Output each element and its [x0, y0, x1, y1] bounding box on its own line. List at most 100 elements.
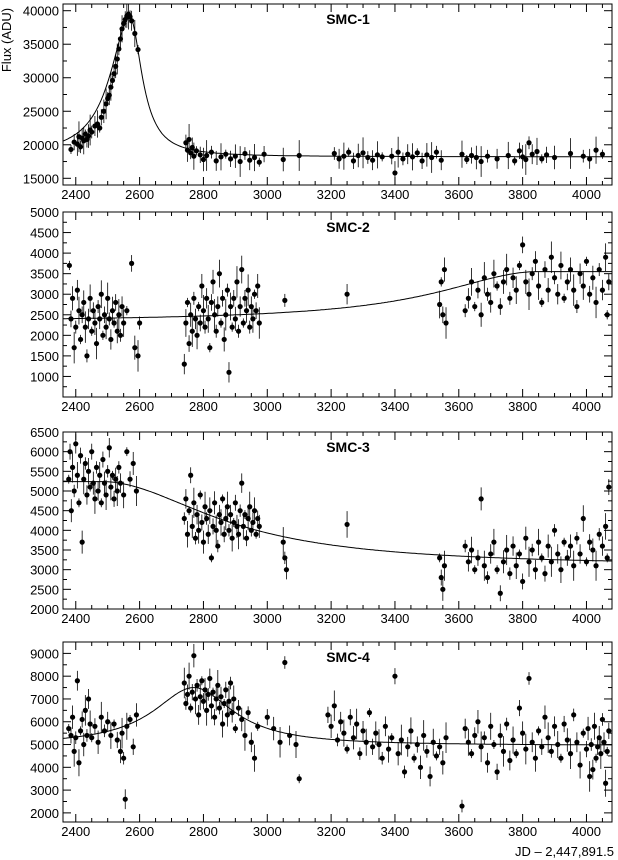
smc-3-data-point [526, 546, 532, 577]
smc-3-data-point [472, 565, 478, 575]
smc-3-data-point [247, 491, 253, 522]
smc-4-data-point [591, 712, 598, 740]
smc-2-data-point [577, 263, 583, 284]
smc-4-data-point [520, 721, 526, 745]
smc-2-title: SMC-2 [326, 219, 370, 235]
smc-4-data-point [561, 715, 567, 733]
smc-1-data-point [94, 110, 101, 138]
smc-1-data-point [580, 149, 586, 163]
smc-4-data-point [497, 723, 503, 748]
smc-1-data-point [523, 144, 529, 175]
smc-1-data-point [424, 143, 430, 167]
smc-3-data-point [186, 506, 192, 516]
smc-1-data-point [459, 140, 465, 168]
smc-4-data-point [516, 699, 523, 717]
smc-4-data-point [341, 719, 347, 747]
smc-3-data-point [76, 498, 82, 508]
smc-4-data-point [370, 738, 376, 755]
smc-3-data-point [98, 498, 104, 508]
smc-1-x-tick-label: 3000 [253, 187, 282, 202]
smc-2-data-point [116, 299, 122, 331]
smc-1-data-point [350, 152, 357, 170]
smc-4-data-point [226, 685, 232, 717]
smc-3-data-point [87, 482, 93, 492]
smc-3-data-point [207, 497, 213, 524]
smc-2-data-point [73, 320, 79, 334]
smc-2-data-point [204, 288, 210, 309]
smc-3-data-point [226, 524, 232, 537]
smc-2-data-point [282, 293, 288, 307]
smc-4-data-point [221, 699, 227, 709]
smc-3-x-tick-label: 3400 [380, 611, 409, 626]
smc-3-y-tick-label: 5500 [30, 464, 59, 479]
smc-3-data-point [192, 532, 199, 545]
smc-3-y-tick-label: 4000 [30, 523, 59, 538]
smc-4-panel: 2400 2600 2800 3000 3200 3400 3600 3800 4000 2000… [30, 641, 613, 839]
smc-2-data-point [520, 236, 526, 254]
smc-3-data-point [181, 512, 187, 525]
smc-4-data-point [95, 730, 101, 754]
smc-4-data-point [590, 759, 596, 780]
smc-2-data-point [243, 298, 250, 323]
smc-3-data-point [510, 536, 516, 556]
smc-2-data-point [197, 314, 203, 332]
smc-1-data-point [365, 151, 371, 164]
smc-1-y-tick-label: 25000 [23, 104, 59, 119]
smc-3-x-tick-label: 3200 [317, 611, 346, 626]
smc-2-data-point [113, 294, 119, 311]
smc-1-x-tick-label: 3800 [508, 187, 537, 202]
smc-4-data-point [583, 740, 590, 758]
smc-3-data-point [504, 534, 510, 566]
smc-2-x-tick-label: 3600 [444, 399, 473, 414]
smc-3-data-point [251, 497, 258, 524]
smc-2-data-point [229, 322, 235, 332]
smc-2-x-tick-label: 3000 [253, 399, 282, 414]
smc-2-data-point [74, 279, 80, 301]
smc-3-data-point [555, 544, 561, 564]
smc-2-data-point [580, 272, 586, 300]
smc-1-data-point [186, 124, 192, 155]
smc-4-data-point [344, 744, 350, 754]
smc-4-data-point [539, 738, 545, 755]
smc-2-data-point [189, 315, 195, 347]
smc-1-x-tick-label: 4000 [572, 187, 601, 202]
smc-3-data-point [130, 451, 136, 475]
smc-1-data-point [529, 144, 535, 165]
smc-4-data-point [208, 692, 215, 720]
smc-4-data-point [488, 712, 494, 740]
smc-3-x-tick-label: 3800 [508, 611, 537, 626]
smc-2-data-point [213, 324, 219, 338]
smc-3-y-tick-label: 4500 [30, 504, 59, 519]
smc-4-data-point [500, 736, 507, 767]
smc-4-data-point [92, 718, 98, 735]
smc-3-data-point [282, 551, 288, 565]
smc-3-data-point [558, 556, 564, 583]
smc-4-data-point [417, 755, 424, 780]
smc-1-data-point [213, 150, 219, 171]
smc-2-data-point [255, 273, 261, 299]
smc-2-data-point [227, 292, 234, 321]
smc-2-data-point [82, 311, 88, 343]
smc-4-data-point [121, 751, 127, 765]
smc-2-fit-curve [63, 271, 612, 320]
smc-4-data-point [430, 728, 436, 756]
smc-3-data-point [77, 447, 84, 464]
smc-3-data-point [208, 553, 215, 563]
smc-2-data-point [245, 274, 251, 306]
smc-4-data-point [188, 703, 194, 713]
smc-4-data-point [216, 701, 223, 715]
smc-1-y-tick-label: 15000 [23, 171, 59, 186]
smc-3-data-point [109, 470, 116, 480]
smc-3-data-point [599, 536, 606, 556]
smc-2-data-point [590, 265, 596, 290]
smc-3-data-point [224, 491, 230, 522]
smc-3-data-point [253, 529, 259, 539]
smc-4-y-tick-label: 9000 [30, 646, 59, 661]
smc-3-data-point [84, 485, 90, 505]
smc-2-data-point [497, 298, 503, 315]
smc-4-data-point [186, 662, 192, 690]
smc-2-data-point [103, 315, 109, 340]
smc-3-data-point [256, 514, 262, 538]
smc-3-data-point [124, 447, 130, 457]
smc-1-data-point [197, 146, 203, 163]
